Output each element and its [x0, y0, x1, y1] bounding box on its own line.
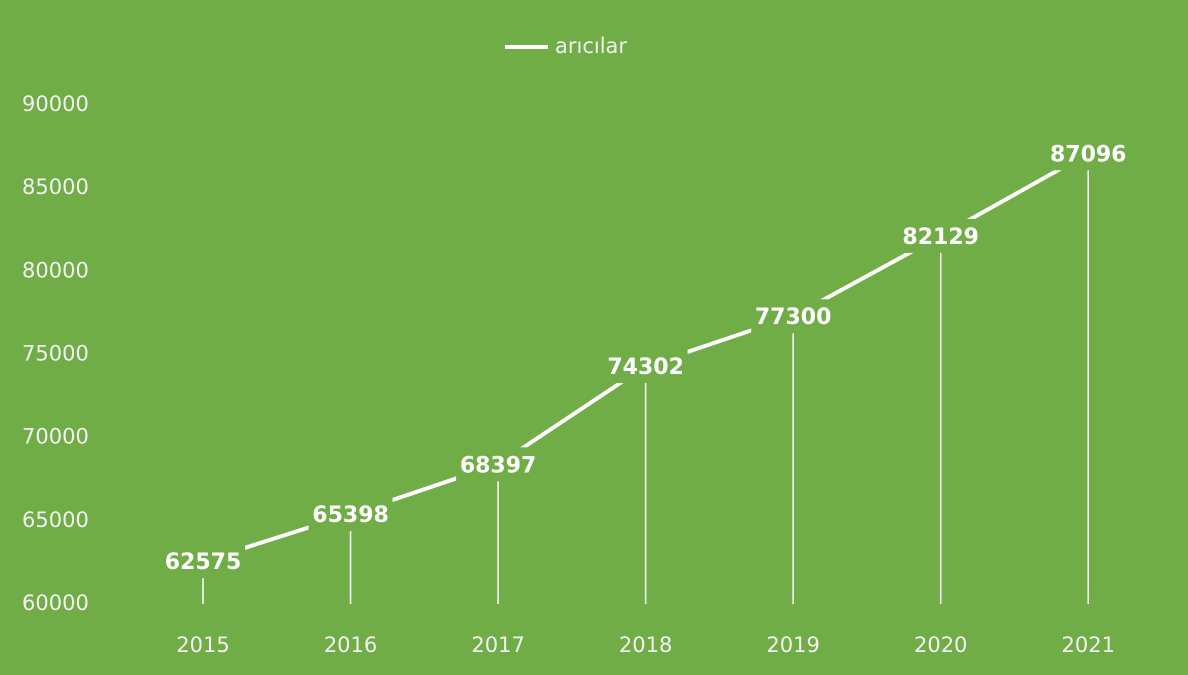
- x-tick-label: 2017: [471, 633, 524, 657]
- data-label-background: [603, 349, 688, 384]
- y-tick-label: 90000: [22, 92, 89, 116]
- y-tick-label: 65000: [22, 508, 89, 532]
- data-label: 77300: [755, 305, 832, 330]
- data-label-background: [898, 218, 983, 253]
- x-tick-label: 2018: [619, 633, 672, 657]
- x-tick-label: 2015: [176, 633, 229, 657]
- data-label: 74302: [607, 355, 684, 380]
- data-label-background: [751, 299, 836, 334]
- data-label-background: [308, 497, 393, 532]
- y-tick-label: 80000: [22, 258, 89, 282]
- legend-label: arıcılar: [555, 34, 627, 58]
- y-tick-label: 60000: [22, 591, 89, 615]
- x-tick-label: 2019: [766, 633, 819, 657]
- x-tick-label: 2021: [1062, 633, 1115, 657]
- data-label: 62575: [165, 550, 242, 575]
- y-tick-label: 75000: [22, 342, 89, 366]
- data-label-background: [1046, 136, 1131, 171]
- x-tick-label: 2016: [324, 633, 377, 657]
- data-label: 65398: [312, 503, 389, 528]
- y-tick-label: 85000: [22, 175, 89, 199]
- x-tick-label: 2020: [914, 633, 967, 657]
- y-tick-label: 70000: [22, 425, 89, 449]
- data-label-background: [161, 544, 246, 579]
- data-label-background: [456, 447, 541, 482]
- data-label: 68397: [460, 453, 537, 478]
- data-label: 82129: [902, 225, 979, 250]
- data-label: 87096: [1050, 142, 1127, 167]
